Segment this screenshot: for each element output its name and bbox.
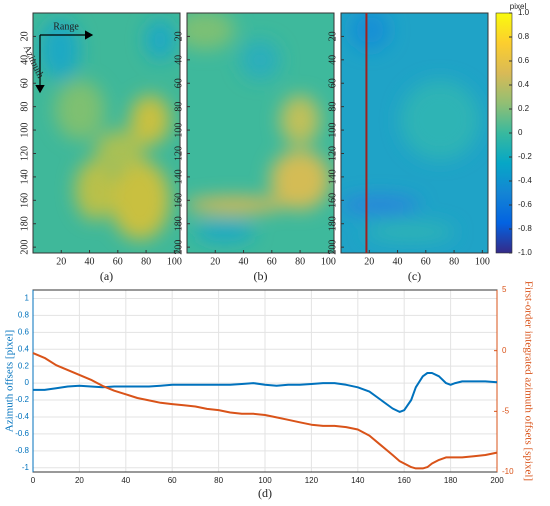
y2-tick-label: -10 <box>502 467 514 476</box>
y-tick-label: 60 <box>19 78 30 88</box>
y2-tick-label: 0 <box>502 346 507 355</box>
heatmap-image <box>341 13 488 253</box>
x-tick-label: 120 <box>305 476 319 485</box>
colorbar-tick-label: 0.4 <box>518 80 530 89</box>
plot-frame <box>32 12 181 254</box>
x-tick-label: 40 <box>393 256 403 267</box>
y-tick-label: 80 <box>327 102 338 112</box>
y-tick-label: 180 <box>173 216 184 231</box>
y2-axis-label: First-order integrated azimuth offsets [… <box>522 281 534 481</box>
colorbar-tick-label: 0 <box>518 128 523 137</box>
y-tick-label: 160 <box>327 193 338 208</box>
x-tick-label: 200 <box>490 476 504 485</box>
y-tick-label: -0.2 <box>15 395 29 404</box>
x-tick-label: 80 <box>449 256 459 267</box>
colorbar-tick-label: -0.4 <box>518 176 532 185</box>
data-line <box>32 352 498 470</box>
y-tick-label: 180 <box>19 216 30 231</box>
y-tick-label: 20 <box>327 31 338 41</box>
y-tick-label: 0.4 <box>18 344 30 353</box>
y-tick-label: 200 <box>19 240 30 255</box>
x-tick-label: 160 <box>398 476 412 485</box>
y-tick-label: 20 <box>19 31 30 41</box>
colorbar-tick-label: -0.8 <box>518 224 532 233</box>
x-tick-label: 40 <box>85 256 95 267</box>
panel-caption: (d) <box>258 486 272 500</box>
x-tick-label: 80 <box>141 256 151 267</box>
y-tick-label: 180 <box>327 216 338 231</box>
panel-caption: (c) <box>408 269 421 283</box>
x-tick-label: 100 <box>321 256 336 267</box>
y-tick-label: 140 <box>19 169 30 184</box>
y-tick-label: 100 <box>19 123 30 138</box>
colorbar-tick-label: -1.0 <box>518 248 532 257</box>
range-label: Range <box>53 21 79 32</box>
y-tick-label: 140 <box>327 169 338 184</box>
x-tick-label: 20 <box>75 476 84 485</box>
y-tick-label: 0.6 <box>18 327 30 336</box>
y-tick-label: 40 <box>19 55 30 65</box>
x-tick-label: 140 <box>351 476 365 485</box>
y-tick-label: -0.8 <box>15 446 29 455</box>
y-tick-label: 100 <box>327 123 338 138</box>
heatmap-image <box>33 13 180 253</box>
y-tick-label: 60 <box>173 78 184 88</box>
y-tick-label: 120 <box>173 146 184 161</box>
x-tick-label: 20 <box>364 256 374 267</box>
panel-caption: (b) <box>254 269 268 283</box>
colorbar-tick-label: -0.6 <box>518 200 532 209</box>
x-tick-label: 100 <box>475 256 490 267</box>
colorbar-tick-label: 0.6 <box>518 56 530 65</box>
panel-caption: (a) <box>100 269 113 283</box>
x-tick-label: 40 <box>239 256 249 267</box>
y-tick-label: 60 <box>327 78 338 88</box>
colorbar-tick-label: -0.2 <box>518 152 532 161</box>
colorbar-tick-label: 1.0 <box>518 8 530 17</box>
plot-frame <box>186 12 335 254</box>
x-tick-label: 20 <box>56 256 66 267</box>
y-axis-label: Azimuth offsets [pixel] <box>4 330 16 432</box>
x-tick-label: 60 <box>168 476 177 485</box>
y-tick-label: 100 <box>173 123 184 138</box>
y-tick-label: -0.6 <box>15 429 29 438</box>
y-tick-label: 0 <box>25 378 30 387</box>
colorbar-tick-label: 0.2 <box>518 104 530 113</box>
y-tick-label: 1 <box>25 294 30 303</box>
x-tick-label: 180 <box>444 476 458 485</box>
y-tick-label: 80 <box>19 102 30 112</box>
colorbar-tick-label: 0.8 <box>518 32 530 41</box>
y-tick-label: 120 <box>327 146 338 161</box>
y-tick-label: 0.2 <box>18 361 30 370</box>
y2-tick-label: -5 <box>502 406 510 415</box>
x-tick-label: 80 <box>214 476 223 485</box>
x-tick-label: 60 <box>267 256 277 267</box>
y-tick-label: 160 <box>173 193 184 208</box>
x-tick-label: 80 <box>295 256 305 267</box>
y-tick-label: 200 <box>327 240 338 255</box>
y-tick-label: 200 <box>173 240 184 255</box>
y-tick-label: 40 <box>173 55 184 65</box>
y-tick-label: 80 <box>173 102 184 112</box>
y-tick-label: 120 <box>19 146 30 161</box>
plot-frame <box>340 12 489 254</box>
x-tick-label: 100 <box>167 256 182 267</box>
x-tick-label: 40 <box>121 476 130 485</box>
y-tick-label: 140 <box>173 169 184 184</box>
x-tick-label: 60 <box>113 256 123 267</box>
y-tick-label: -1 <box>22 463 30 472</box>
x-tick-label: 100 <box>258 476 272 485</box>
y-tick-label: 0.8 <box>18 311 30 320</box>
x-tick-label: 60 <box>421 256 431 267</box>
y-tick-label: 160 <box>19 193 30 208</box>
x-tick-label: 0 <box>31 476 36 485</box>
y2-tick-label: 5 <box>502 285 507 294</box>
colorbar-title: pixel <box>510 2 527 11</box>
y-tick-label: -0.4 <box>15 412 29 421</box>
x-tick-label: 20 <box>210 256 220 267</box>
heatmap-image <box>187 13 334 253</box>
y-tick-label: 20 <box>173 31 184 41</box>
data-line <box>33 372 498 413</box>
y-tick-label: 40 <box>327 55 338 65</box>
